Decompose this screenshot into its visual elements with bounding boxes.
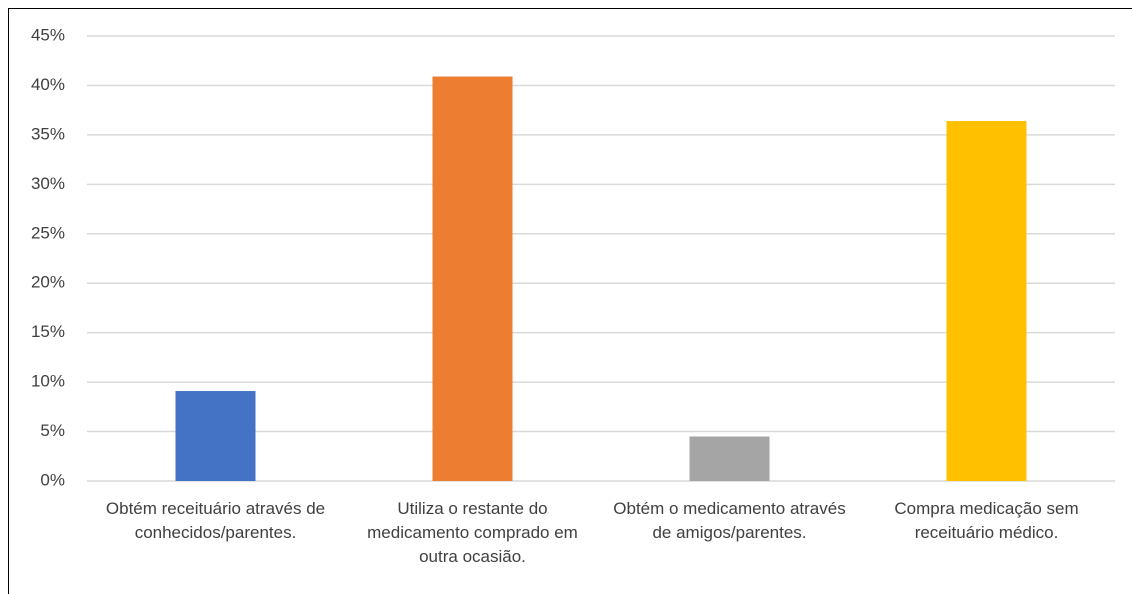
bar	[432, 76, 513, 482]
x-tick-label: Utiliza o restante do medicamento compra…	[367, 499, 578, 566]
y-tick-label: 25%	[31, 223, 65, 242]
y-tick-label: 45%	[31, 25, 65, 44]
y-tick-label: 35%	[31, 124, 65, 143]
y-tick-label: 40%	[31, 75, 65, 94]
bar	[689, 436, 770, 481]
frame	[8, 8, 1132, 594]
y-tick-label: 0%	[40, 470, 65, 489]
y-tick-label: 20%	[31, 273, 65, 292]
y-tick-label: 15%	[31, 322, 65, 341]
x-tick-label: Compra medicação sem receituário médico.	[894, 499, 1079, 542]
bar	[946, 121, 1027, 482]
x-tick-label: Obtém o medicamento através de amigos/pa…	[613, 499, 846, 542]
y-tick-label: 30%	[31, 174, 65, 193]
y-tick-label: 10%	[31, 372, 65, 391]
x-tick-label: Obtém receituário através de conhecidos/…	[105, 499, 326, 542]
y-tick-label: 5%	[40, 421, 65, 440]
bar	[175, 391, 256, 481]
